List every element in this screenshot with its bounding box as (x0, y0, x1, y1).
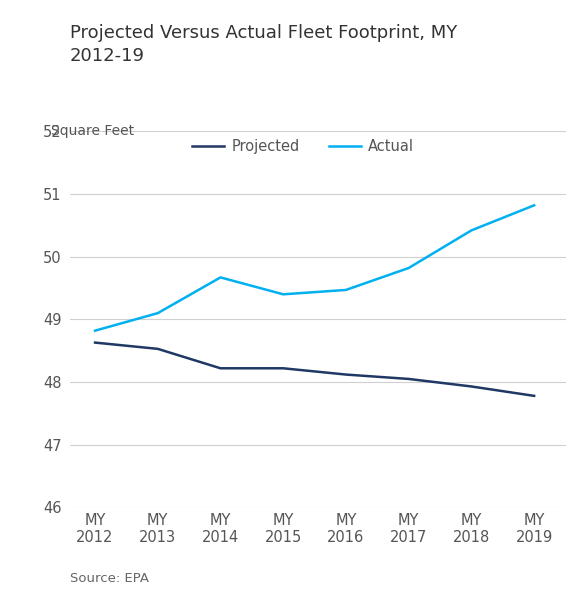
Line: Projected: Projected (95, 343, 534, 396)
Actual (342, 287, 349, 294)
Projected (342, 371, 349, 378)
Text: Square Feet: Square Feet (51, 124, 134, 139)
Actual (468, 227, 475, 234)
Text: Source: EPA: Source: EPA (70, 572, 149, 585)
Legend: Projected, Actual: Projected, Actual (192, 139, 414, 153)
Projected (217, 365, 224, 372)
Projected (154, 345, 161, 352)
Line: Actual: Actual (95, 205, 534, 331)
Actual (154, 309, 161, 316)
Actual (280, 291, 287, 298)
Actual (405, 264, 412, 272)
Actual (92, 327, 99, 334)
Projected (468, 383, 475, 390)
Projected (531, 392, 538, 399)
Actual (531, 202, 538, 209)
Actual (217, 274, 224, 281)
Projected (280, 365, 287, 372)
Projected (405, 376, 412, 383)
Text: Projected Versus Actual Fleet Footprint, MY
2012-19: Projected Versus Actual Fleet Footprint,… (70, 24, 457, 66)
Projected (92, 339, 99, 346)
